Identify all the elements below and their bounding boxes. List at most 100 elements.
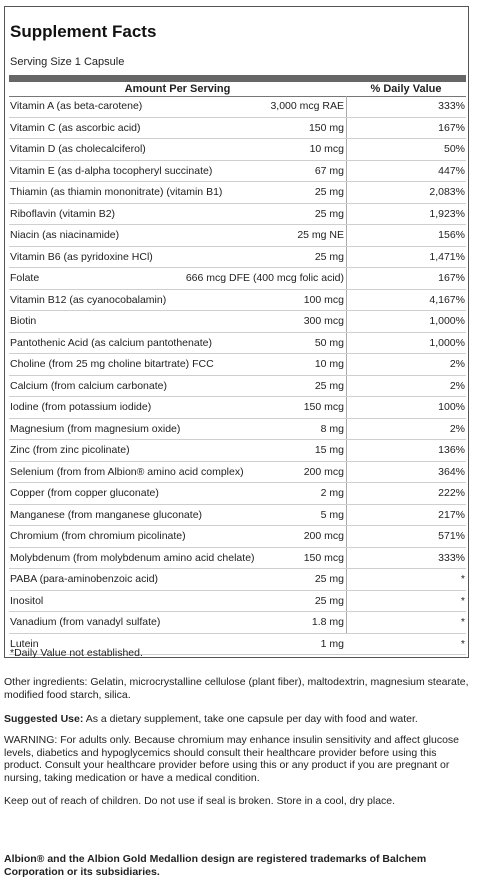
nutrient-row: Vitamin B6 (as pyridoxine HCl) 25 mg 1,471… (9, 247, 466, 268)
nutrient-amount: 67 mg (314, 164, 344, 177)
nutrient-name: Vitamin A (as beta-carotene) (10, 100, 143, 112)
nutrient-amount: 3,000 mcg RAE (270, 100, 344, 112)
nutrient-amount: 10 mg (314, 358, 344, 370)
nutrient-daily-value: 222% (438, 487, 465, 499)
nutrient-name: Pantothenic Acid (as calcium pantothenat… (10, 336, 212, 349)
nutrient-name: Iodine (from potassium iodide) (10, 401, 152, 413)
nutrient-row: Selenium (from from Albion® amino acid c… (9, 462, 466, 483)
nutrient-daily-value: 2% (449, 422, 465, 435)
storage-note: Keep out of reach of children. Do not us… (4, 795, 396, 807)
nutrient-amount: 300 mcg (303, 315, 344, 327)
nutrient-row: Chromium (from chromium picolinate) 200 m… (9, 526, 466, 548)
nutrient-daily-value: 50% (443, 143, 465, 155)
nutrient-row: Niacin (as niacinamide) 25 mg NE 156% (9, 225, 466, 247)
nutrient-daily-value: 4,167% (429, 293, 465, 306)
nutrient-daily-value: 1,471% (429, 250, 465, 263)
nutrient-daily-value: 1,000% (429, 336, 465, 349)
nutrient-row: Vitamin B12 (as cyanocobalamin) 100 mcg 4,… (9, 290, 466, 311)
serving-size: Serving Size 1 Capsule (10, 56, 125, 68)
nutrient-name: Zinc (from zinc picolinate) (10, 444, 130, 456)
nutrient-amount: 25 mg (314, 250, 344, 263)
nutrient-row: PABA (para-aminobenzoic acid) 25 mg * (9, 569, 466, 591)
nutrient-amount: 25 mg (314, 594, 344, 607)
nutrient-amount: 200 mcg (303, 465, 344, 478)
nutrient-name: Chromium (from chromium picolinate) (10, 530, 186, 542)
nutrient-row: Copper (from copper gluconate) 2 mg 222% (9, 483, 466, 505)
nutrient-daily-value: 167% (438, 272, 465, 284)
daily-value-header: % Daily Value (370, 83, 442, 95)
suggested-use-text: As a dietary supplement, take one capsul… (83, 713, 418, 725)
nutrient-name: Biotin (10, 315, 37, 327)
nutrient-row: Vitamin D (as cholecalciferol) 10 mcg 50% (9, 139, 466, 161)
nutrient-amount: 25 mg NE (297, 229, 344, 241)
nutrient-amount: 666 mcg DFE (400 mcg folic acid) (185, 272, 344, 284)
nutrient-amount: 2 mg (320, 487, 344, 499)
nutrient-amount: 8 mg (320, 422, 344, 435)
nutrient-name: Vitamin B6 (as pyridoxine HCl) (10, 250, 153, 263)
nutrient-amount: 25 mg (314, 186, 344, 198)
nutrient-row: Vitamin C (as ascorbic acid) 150 mg 167% (9, 118, 466, 139)
nutrient-daily-value: 447% (438, 164, 465, 177)
nutrient-name: Magnesium (from magnesium oxide) (10, 422, 181, 435)
nutrient-daily-value: 2% (449, 358, 465, 370)
nutrient-name: Vanadium (from vanadyl sulfate) (10, 616, 161, 628)
panel-title: Supplement Facts (10, 22, 157, 41)
nutrient-name: PABA (para-aminobenzoic acid) (10, 573, 159, 585)
nutrient-name: Lutein (10, 637, 39, 650)
nutrient-amount: 25 mg (314, 207, 344, 220)
amount-header: Amount Per Serving (124, 83, 231, 95)
nutrient-row: Lutein 1 mg * (9, 634, 466, 655)
nutrient-daily-value: 100% (438, 401, 465, 413)
nutrient-name: Molybdenum (from molybdenum amino acid c… (10, 551, 255, 564)
nutrient-name: Vitamin D (as cholecalciferol) (10, 143, 146, 155)
nutrient-name: Choline (from 25 mg choline bitartrate) … (10, 358, 214, 370)
nutrient-row: Biotin 300 mcg 1,000% (9, 311, 466, 333)
column-divider (346, 96, 347, 633)
nutrient-amount: 150 mcg (303, 551, 344, 564)
nutrient-daily-value: 2% (449, 379, 465, 392)
nutrient-row: Vitamin E (as d-alpha tocopheryl succina… (9, 161, 466, 182)
trademark-note: Albion® and the Albion Gold Medallion de… (4, 853, 427, 878)
nutrient-amount: 15 mg (314, 444, 344, 456)
nutrient-row: Choline (from 25 mg choline bitartrate) … (9, 354, 466, 376)
nutrient-name: Thiamin (as thiamin mononitrate) (vitami… (10, 186, 223, 198)
nutrient-name: Vitamin C (as ascorbic acid) (10, 121, 141, 134)
nutrient-name: Niacin (as niacinamide) (10, 229, 120, 241)
nutrient-name: Selenium (from from Albion® amino acid c… (10, 465, 244, 478)
nutrient-amount: 150 mg (308, 121, 344, 134)
nutrient-amount: 50 mg (314, 336, 344, 349)
nutrient-daily-value: 217% (438, 508, 465, 521)
nutrient-name: Inositol (10, 594, 44, 607)
nutrient-daily-value: 571% (438, 530, 465, 542)
suggested-use: Suggested Use: As a dietary supplement, … (4, 713, 472, 726)
nutrient-amount: 5 mg (320, 508, 344, 521)
nutrient-daily-value: 1,923% (429, 207, 465, 220)
nutrient-name: Vitamin B12 (as cyanocobalamin) (10, 293, 167, 306)
nutrient-amount: 25 mg (314, 573, 344, 585)
nutrient-row: Vitamin A (as beta-carotene) 3,000 mcg RA… (9, 96, 466, 118)
nutrient-name: Riboflavin (vitamin B2) (10, 207, 116, 220)
supplement-facts-panel: Supplement Facts Serving Size 1 Capsule … (4, 6, 469, 659)
nutrient-row: Calcium (from calcium carbonate) 25 mg 2% (9, 376, 466, 397)
nutrient-amount: 1 mg (320, 637, 344, 650)
nutrient-name: Folate (10, 272, 40, 284)
nutrient-daily-value: 333% (438, 551, 465, 564)
nutrient-amount: 1.8 mg (311, 616, 344, 628)
nutrient-daily-value: * (460, 594, 465, 607)
nutrient-daily-value: 167% (438, 121, 465, 134)
nutrient-row: Vanadium (from vanadyl sulfate) 1.8 mg * (9, 612, 466, 634)
nutrient-row: Pantothenic Acid (as calcium pantothenat… (9, 333, 466, 354)
nutrient-name: Vitamin E (as d-alpha tocopheryl succina… (10, 164, 213, 177)
other-ingredients: Other ingredients: Gelatin, microcrystal… (4, 676, 469, 701)
column-header: Amount Per Serving % Daily Value (9, 82, 466, 97)
nutrient-name: Manganese (from manganese gluconate) (10, 508, 203, 521)
header-divider (9, 75, 466, 82)
nutrient-amount: 25 mg (314, 379, 344, 392)
nutrient-row: Manganese (from manganese gluconate) 5 mg… (9, 505, 466, 526)
nutrient-daily-value: * (460, 637, 465, 650)
nutrient-row: Molybdenum (from molybdenum amino acid c… (9, 548, 466, 569)
nutrient-row: Iodine (from potassium iodide) 150 mcg 100… (9, 397, 466, 419)
nutrient-daily-value: 333% (438, 100, 465, 112)
nutrient-row: Magnesium (from magnesium oxide) 8 mg 2% (9, 419, 466, 440)
nutrient-name: Copper (from copper gluconate) (10, 487, 159, 499)
